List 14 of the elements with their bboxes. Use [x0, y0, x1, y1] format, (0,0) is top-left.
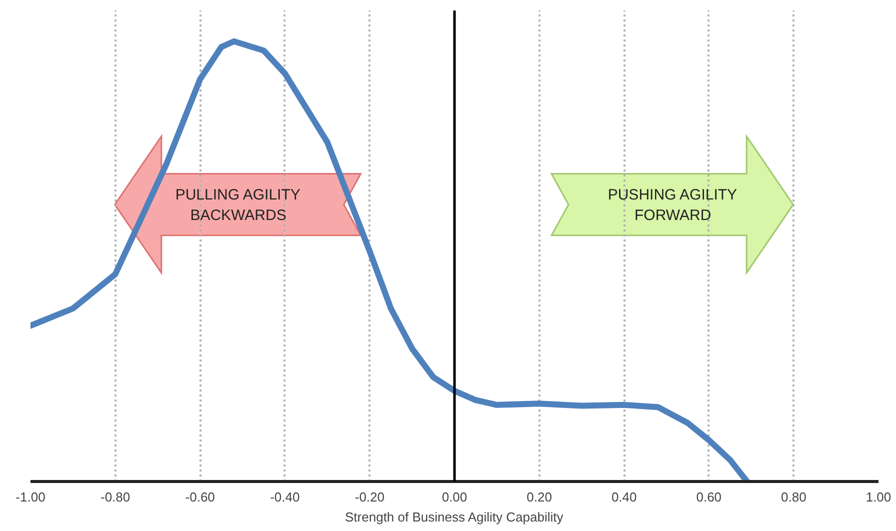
x-tick-label: -0.20: [354, 490, 385, 504]
x-tick-label: -0.60: [185, 490, 215, 504]
annotation: PULLING AGILITY BACKWARDS: [175, 186, 300, 224]
x-tick-label: -1.00: [16, 490, 46, 504]
x-tick-label: 1.00: [866, 490, 892, 504]
x-tick-label: -0.40: [270, 490, 300, 504]
x-tick-label: 0.40: [611, 490, 637, 504]
annotation: PUSHING AGILITY FORWARD: [608, 186, 738, 224]
x-tick-label: 0.00: [442, 490, 468, 504]
x-tick-label: -0.80: [100, 490, 130, 504]
x-tick-label: 0.20: [526, 490, 552, 504]
x-tick-label: 0.80: [781, 490, 806, 504]
x-axis-title: Strength of Business Agility Capability: [345, 510, 564, 524]
x-tick-label: 0.60: [696, 490, 722, 504]
